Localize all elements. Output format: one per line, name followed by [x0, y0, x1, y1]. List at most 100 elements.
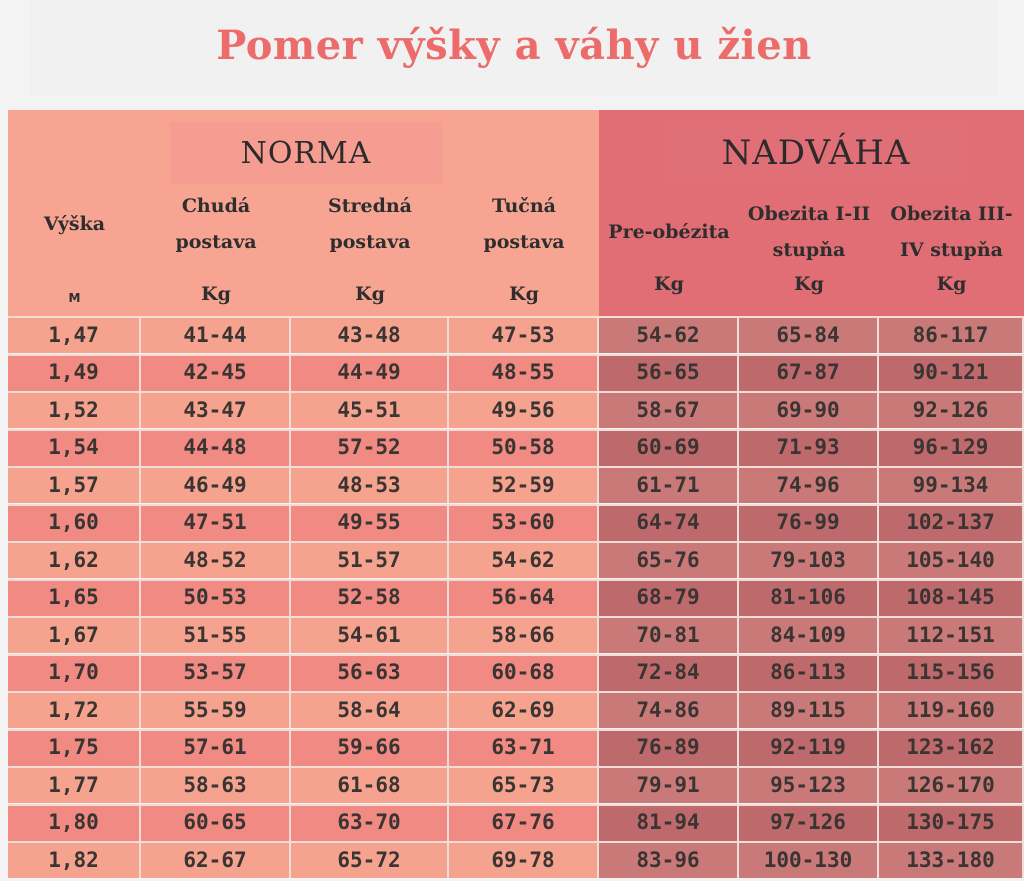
table-cell: 1,75	[8, 728, 141, 766]
table-row: 1,62 48-52 51-57 54-62 65-76 79-103 105-140	[8, 541, 1024, 578]
table-cell: 1,80	[8, 803, 141, 841]
table-cell: 1,67	[8, 616, 141, 653]
table-cell: 57-61	[141, 728, 291, 766]
table-cell: 74-86	[599, 691, 739, 728]
table-cell: 92-126	[879, 391, 1024, 428]
row-divider	[8, 316, 1024, 318]
table-row: 1,52 43-47 45-51 49-56 58-67 69-90 92-126	[8, 391, 1024, 428]
table-row: 1,57 46-49 48-53 52-59 61-71 74-96 99-134	[8, 466, 1024, 503]
table-row: 1,47 41-44 43-48 47-53 54-62 65-84 86-117	[8, 316, 1024, 353]
table-cell: 1,77	[8, 766, 141, 803]
table-cell: 58-63	[141, 766, 291, 803]
row-divider	[8, 766, 1024, 768]
table-cell: 56-65	[599, 353, 739, 391]
table-cell: 49-55	[291, 503, 449, 541]
table-cell: 63-71	[449, 728, 599, 766]
table-cell: 41-44	[141, 316, 291, 353]
table-cell: 63-70	[291, 803, 449, 841]
table-cell: 60-68	[449, 653, 599, 691]
row-divider	[8, 353, 1024, 356]
table-cell: 46-49	[141, 466, 291, 503]
table-cell: 119-160	[879, 691, 1024, 728]
row-divider	[8, 803, 1024, 806]
table-cell: 54-61	[291, 616, 449, 653]
table-cell: 68-79	[599, 578, 739, 616]
table-cell: 67-87	[739, 353, 879, 391]
table-cell: 62-69	[449, 691, 599, 728]
column-header-line: Chudá	[181, 195, 251, 217]
table-cell: 1,49	[8, 353, 141, 391]
row-divider	[8, 578, 1024, 581]
column-header-line: stupňa	[772, 239, 846, 261]
table-cell: 126-170	[879, 766, 1024, 803]
table-cell: 69-90	[739, 391, 879, 428]
table-cell: 54-62	[599, 316, 739, 353]
table-cell: 115-156	[879, 653, 1024, 691]
group-nadvaha: NADVÁHA	[668, 122, 964, 184]
table-cell: 95-123	[739, 766, 879, 803]
table-row: 1,70 53-57 56-63 60-68 72-84 86-113 115-156	[8, 653, 1024, 691]
table-cell: 60-69	[599, 428, 739, 466]
table-row: 1,72 55-59 58-64 62-69 74-86 89-115 119-160	[8, 691, 1024, 728]
table-cell: 47-51	[141, 503, 291, 541]
table-cell: 67-76	[449, 803, 599, 841]
row-divider	[8, 691, 1024, 693]
title-bar: Pomer výšky a váhy u žien	[30, 0, 998, 96]
column-header-line: IV stupňa	[900, 239, 1003, 261]
column-unit: Kg	[355, 283, 385, 305]
table-cell: 76-89	[599, 728, 739, 766]
table-cell: 72-84	[599, 653, 739, 691]
table-cell: 100-130	[739, 841, 879, 878]
table-cell: 58-67	[599, 391, 739, 428]
table-cell: 84-109	[739, 616, 879, 653]
column-unit: Kg	[794, 273, 824, 295]
table-cell: 71-93	[739, 428, 879, 466]
table-cell: 58-66	[449, 616, 599, 653]
column-header-line: Výška	[43, 213, 106, 235]
page-title: Pomer výšky a váhy u žien	[216, 22, 812, 69]
column-header-line: postava	[329, 231, 411, 253]
group-norma: NORMA	[170, 122, 442, 184]
table-cell: 65-76	[599, 541, 739, 578]
table-cell: 79-103	[739, 541, 879, 578]
table-cell: 44-48	[141, 428, 291, 466]
table-cell: 45-51	[291, 391, 449, 428]
table-cell: 1,72	[8, 691, 141, 728]
table-cell: 83-96	[599, 841, 739, 878]
table-cell: 105-140	[879, 541, 1024, 578]
table-cell: 123-162	[879, 728, 1024, 766]
table-cell: 48-55	[449, 353, 599, 391]
table-row: 1,77 58-63 61-68 65-73 79-91 95-123 126-170	[8, 766, 1024, 803]
table-cell: 81-94	[599, 803, 739, 841]
table-cell: 43-47	[141, 391, 291, 428]
table-row: 1,49 42-45 44-49 48-55 56-65 67-87 90-121	[8, 353, 1024, 391]
table-cell: 86-117	[879, 316, 1024, 353]
table-cell: 89-115	[739, 691, 879, 728]
table-row: 1,65 50-53 52-58 56-64 68-79 81-106 108-145	[8, 578, 1024, 616]
table-cell: 56-64	[449, 578, 599, 616]
table-row: 1,82 62-67 65-72 69-78 83-96 100-130 133-180	[8, 841, 1024, 878]
column-header: Chudá postava	[141, 186, 291, 262]
table-cell: 130-175	[879, 803, 1024, 841]
table-cell: 49-56	[449, 391, 599, 428]
column-header-line: postava	[483, 231, 565, 253]
table-cell: 48-52	[141, 541, 291, 578]
table-cell: 81-106	[739, 578, 879, 616]
table-cell: 65-84	[739, 316, 879, 353]
table-cell: 47-53	[449, 316, 599, 353]
table-cell: 92-119	[739, 728, 879, 766]
table-cell: 50-58	[449, 428, 599, 466]
column-unit: Kg	[201, 283, 231, 305]
column-header-line: postava	[175, 231, 257, 253]
column-unit: M	[68, 291, 81, 305]
column-unit: Kg	[936, 273, 967, 295]
table-cell: 57-52	[291, 428, 449, 466]
table-cell: 55-59	[141, 691, 291, 728]
table-cell: 64-74	[599, 503, 739, 541]
table-row: 1,54 44-48 57-52 50-58 60-69 71-93 96-129	[8, 428, 1024, 466]
table-cell: 56-63	[291, 653, 449, 691]
column-header-line: Pre-obézita	[608, 221, 730, 243]
table-cell: 44-49	[291, 353, 449, 391]
table-cell: 52-58	[291, 578, 449, 616]
table-row: 1,75 57-61 59-66 63-71 76-89 92-119 123-162	[8, 728, 1024, 766]
